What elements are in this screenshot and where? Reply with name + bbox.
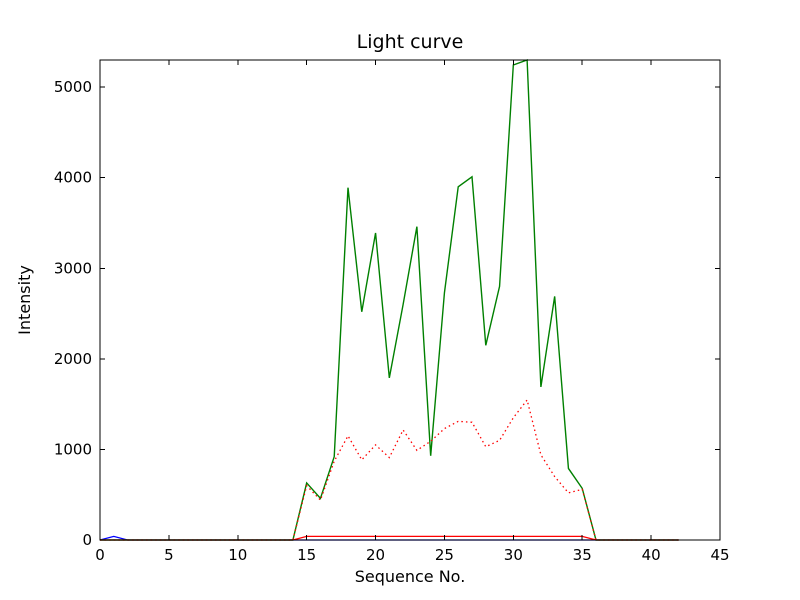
x-tick-label: 15 [297, 546, 316, 564]
y-tick-label: 3000 [54, 259, 92, 277]
y-tick-label: 0 [82, 531, 92, 549]
x-tick-label: 40 [642, 546, 661, 564]
y-tick-label: 2000 [54, 350, 92, 368]
x-tick-label: 0 [95, 546, 105, 564]
y-tick-label: 5000 [54, 78, 92, 96]
x-tick-label: 35 [573, 546, 592, 564]
x-tick-label: 20 [366, 546, 385, 564]
x-tick-label: 45 [710, 546, 729, 564]
x-tick-label: 25 [435, 546, 454, 564]
chart-title: Light curve [357, 31, 464, 53]
x-tick-label: 5 [164, 546, 174, 564]
x-tick-label: 30 [504, 546, 523, 564]
y-tick-label: 1000 [54, 440, 92, 458]
y-tick-label: 4000 [54, 169, 92, 187]
x-tick-label: 10 [228, 546, 247, 564]
axes-frame [99, 59, 721, 541]
x-axis-label: Sequence No. [355, 567, 466, 586]
y-axis-label: Intensity [15, 265, 34, 335]
red-dotted-series-line [100, 398, 679, 541]
